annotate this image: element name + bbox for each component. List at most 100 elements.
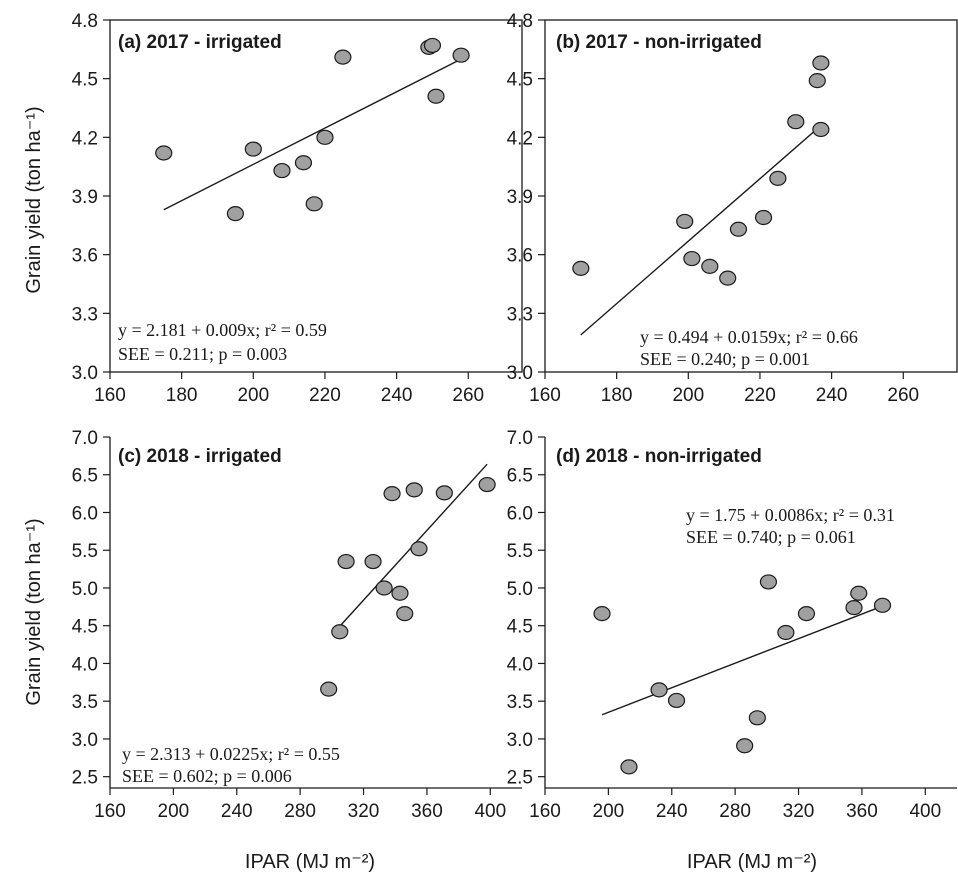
- data-point-d-6: [748, 710, 766, 726]
- data-point-a-10: [423, 37, 442, 54]
- regression-line-c: [332, 463, 488, 634]
- y-tick-label-d-6.5: 6.5: [507, 466, 533, 487]
- data-point-c-2: [331, 624, 349, 640]
- x-tick-label-a-200: 200: [237, 385, 269, 406]
- x-tick-label-a-240: 240: [381, 385, 413, 406]
- data-point-d-4: [667, 692, 686, 709]
- data-point-d-2: [620, 759, 638, 775]
- data-point-b-2: [676, 213, 694, 230]
- marks-c: 160 200 240 280 320 360 400 2.5 3.0 3.5 4.0 4.5 5.0 5…: [72, 428, 507, 822]
- y-tick-label-b-4.2: 4.2: [507, 128, 533, 149]
- regression-line-b: [580, 125, 822, 336]
- x-tick-label-b-220: 220: [744, 385, 776, 406]
- y-tick-label-c-4.5: 4.5: [72, 617, 98, 638]
- x-tick-label-c-320: 320: [348, 801, 380, 822]
- x-tick-label-b-160: 160: [529, 385, 561, 406]
- data-point-b-12: [812, 121, 830, 138]
- data-point-c-10: [410, 541, 428, 557]
- y-tick-label-d-3.5: 3.5: [507, 692, 533, 713]
- y-tick-label-c-7: 7.0: [72, 428, 98, 449]
- stats-b: SEE = 0.240; p = 0.001: [640, 349, 810, 369]
- data-point-c-9: [405, 482, 423, 498]
- x-tick-label-a-260: 260: [452, 385, 484, 406]
- y-tick-label-b-4.8: 4.8: [507, 11, 533, 32]
- y-tick-label-d-5: 5.0: [507, 579, 533, 600]
- y-tick-label-d-6: 6.0: [507, 503, 533, 524]
- data-point-c-8: [396, 606, 414, 622]
- stats-d: SEE = 0.740; p = 0.061: [686, 527, 856, 547]
- y-tick-label-a-3.9: 3.9: [72, 187, 98, 208]
- data-point-b-4: [701, 258, 719, 274]
- x-tick-label-b-180: 180: [601, 385, 633, 406]
- data-point-b-9: [787, 114, 805, 130]
- data-point-d-7: [759, 574, 778, 590]
- y-tick-label-a-4.2: 4.2: [72, 128, 98, 149]
- marks-d: 160 200 240 280 320 360 400 2.5 3.0 3.5 4.0 4.5 5.0 5…: [507, 428, 942, 822]
- data-point-a-8: [334, 49, 352, 65]
- y-tick-label-c-6.5: 6.5: [72, 466, 98, 487]
- marks-a: 160 180 200 220 240 260 3.0 3.3 3.6 3.9 4.2 4.5 4.8: [72, 11, 485, 406]
- y-axis-label-a: Grain yield (ton ha⁻¹): [23, 106, 45, 293]
- data-point-d-12: [873, 597, 892, 613]
- y-tick-label-a-3: 3.0: [72, 363, 98, 384]
- x-tick-label-a-160: 160: [94, 385, 126, 406]
- regression-line-d: [601, 605, 883, 716]
- data-point-b-7: [754, 209, 773, 226]
- y-tick-label-c-6: 6.0: [72, 503, 98, 524]
- data-point-b-5: [719, 270, 737, 286]
- x-tick-label-d-200: 200: [593, 801, 625, 822]
- data-point-b-11: [812, 55, 830, 71]
- data-point-d-9: [797, 606, 816, 622]
- x-tick-label-c-360: 360: [411, 801, 443, 822]
- panel-d: 160 200 240 280 320 360 400 2.5 3.0 3.5 4.0 4.5 5.0 5…: [507, 428, 957, 873]
- equation-a: y = 2.181 + 0.009x; r² = 0.59: [118, 320, 327, 340]
- y-tick-label-d-7: 7.0: [507, 428, 533, 449]
- stats-c: SEE = 0.602; p = 0.006: [122, 766, 292, 786]
- y-tick-label-d-4.5: 4.5: [507, 617, 533, 638]
- y-tick-label-c-5.5: 5.5: [72, 541, 98, 562]
- y-tick-label-b-3: 3.0: [507, 363, 533, 384]
- y-tick-label-c-5: 5.0: [72, 579, 98, 600]
- y-tick-label-a-4.8: 4.8: [72, 11, 98, 32]
- data-point-c-5: [375, 580, 393, 596]
- data-point-d-8: [777, 624, 795, 641]
- x-tick-label-d-320: 320: [783, 801, 815, 822]
- y-tick-label-d-4: 4.0: [507, 654, 533, 675]
- panel-c: 160 200 240 280 320 360 400 2.5 3.0 3.5 4.0 4.5 5.0 5…: [23, 428, 522, 873]
- data-point-a-4: [273, 162, 291, 179]
- x-tick-label-c-400: 400: [474, 801, 506, 822]
- y-tick-label-a-3.6: 3.6: [72, 246, 98, 267]
- data-point-a-1: [155, 145, 173, 161]
- data-point-a-2: [226, 206, 244, 222]
- regression-line-a: [163, 58, 462, 211]
- x-tick-label-b-240: 240: [816, 385, 848, 406]
- data-point-a-12: [452, 47, 470, 63]
- panel-title-a: (a) 2017 - irrigated: [118, 32, 282, 53]
- x-tick-label-c-160: 160: [94, 801, 126, 822]
- x-tick-label-b-260: 260: [887, 385, 919, 406]
- equation-c: y = 2.313 + 0.0225x; r² = 0.55: [122, 744, 340, 764]
- y-tick-label-b-3.3: 3.3: [507, 304, 533, 325]
- data-point-c-4: [364, 553, 382, 570]
- panel-title-c: (c) 2018 - irrigated: [118, 446, 282, 467]
- y-tick-label-c-2.5: 2.5: [72, 768, 98, 789]
- data-point-d-3: [650, 682, 668, 698]
- y-tick-label-a-3.3: 3.3: [72, 304, 98, 325]
- data-point-d-11: [850, 585, 868, 601]
- y-tick-label-c-3.5: 3.5: [72, 692, 98, 713]
- x-tick-label-b-200: 200: [672, 385, 704, 406]
- stats-a: SEE = 0.211; p = 0.003: [118, 344, 287, 364]
- x-tick-label-d-360: 360: [846, 801, 878, 822]
- data-point-b-3: [683, 250, 701, 267]
- x-tick-label-c-280: 280: [284, 801, 316, 822]
- y-tick-label-b-4.5: 4.5: [507, 70, 533, 91]
- data-point-d-1: [593, 606, 611, 622]
- data-point-d-5: [736, 738, 754, 754]
- x-tick-label-d-240: 240: [656, 801, 688, 822]
- x-tick-label-a-220: 220: [309, 385, 341, 406]
- data-point-b-6: [729, 221, 748, 237]
- y-axis-label-c: Grain yield (ton ha⁻¹): [23, 518, 45, 705]
- equation-b: y = 0.494 + 0.0159x; r² = 0.66: [640, 327, 858, 347]
- data-point-a-3: [244, 141, 262, 157]
